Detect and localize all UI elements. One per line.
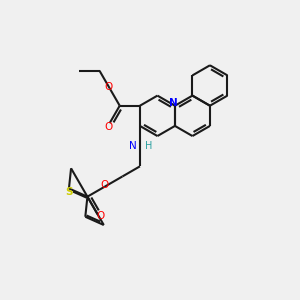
- Text: S: S: [65, 187, 73, 197]
- Text: H: H: [145, 141, 153, 151]
- Text: O: O: [96, 211, 105, 221]
- Text: O: O: [104, 82, 112, 92]
- Text: N: N: [169, 98, 178, 108]
- Text: N: N: [129, 141, 137, 151]
- Text: O: O: [104, 122, 112, 132]
- Text: O: O: [101, 180, 109, 190]
